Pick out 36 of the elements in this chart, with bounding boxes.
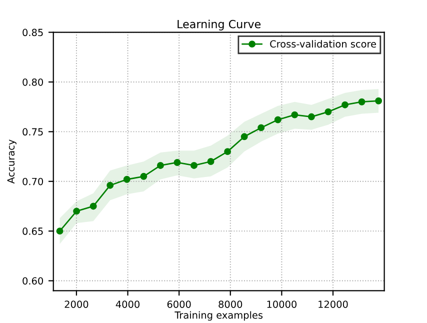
x-tick-label: 4000: [116, 300, 140, 308]
point: [375, 97, 382, 104]
point: [156, 162, 164, 169]
point: [73, 208, 80, 215]
x-tick-label: 2000: [64, 300, 88, 308]
point: [106, 182, 114, 189]
x-axis-title: Training examples: [174, 311, 263, 321]
point: [240, 133, 248, 140]
point: [274, 116, 282, 124]
y-tick-label: 0.85: [22, 28, 43, 36]
point: [342, 101, 348, 108]
y-tick-label: 0.75: [22, 128, 43, 136]
x-tick-label: 12000: [318, 300, 348, 308]
point: [190, 162, 198, 169]
point: [123, 176, 130, 183]
x-tick-label: 10000: [267, 300, 297, 308]
x-tick-label: 6000: [167, 300, 191, 308]
point: [56, 228, 64, 235]
y-tick-label: 0.60: [22, 277, 44, 285]
legend-label: Cross-validation score: [270, 40, 376, 48]
y-tick-label: 0.65: [22, 228, 43, 235]
y-axis-title: Accuracy: [7, 140, 16, 184]
point: [358, 98, 366, 106]
point: [174, 159, 181, 166]
y-tick-label: 0.80: [22, 78, 44, 86]
point: [224, 148, 232, 156]
point: [291, 111, 298, 118]
point: [258, 124, 265, 132]
point: [308, 113, 315, 120]
point: [324, 108, 332, 116]
chart-title: Learning Curve: [178, 20, 261, 30]
point: [140, 172, 148, 180]
point: [90, 202, 97, 210]
y-tick-label: 0.70: [22, 178, 44, 186]
x-tick-label: 8000: [218, 300, 242, 308]
point: [207, 158, 214, 165]
